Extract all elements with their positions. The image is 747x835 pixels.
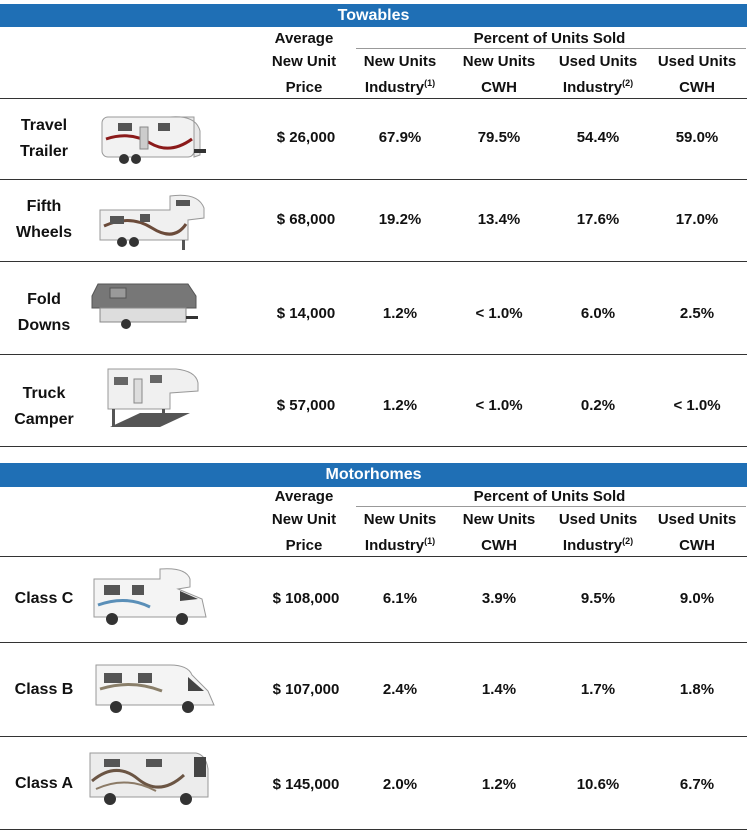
table-bottom-rule <box>0 829 747 830</box>
motorhomes-header-rule <box>0 556 747 557</box>
value-new-cwh: 79.5% <box>477 129 521 146</box>
percent-header-rule <box>356 506 746 507</box>
value-used-cwh: 6.7% <box>679 776 715 793</box>
value-used-cwh: < 1.0% <box>673 397 721 414</box>
value-new-cwh: 1.2% <box>481 776 517 793</box>
row-divider <box>0 261 747 262</box>
price-header-line1: Average <box>274 488 334 505</box>
towables-banner: Towables <box>0 4 747 27</box>
towables-header-rule <box>0 98 747 99</box>
towables-header: Average New Unit Price Percent of Units … <box>0 27 747 99</box>
col-used-cwh-l2: CWH <box>679 79 715 96</box>
value-new-industry: 19.2% <box>378 211 422 228</box>
percent-header-rule <box>356 48 746 49</box>
col-new-industry-l1: New Units <box>363 53 437 70</box>
table-row: Class C $ 108,000 6.1% 3.9% 9.5% 9.0% <box>0 557 747 641</box>
value-used-industry: 54.4% <box>576 129 620 146</box>
fifth-wheel-image <box>99 194 205 250</box>
col-used-industry-l2: Industry(2) <box>562 536 634 554</box>
percent-header: Percent of Units Sold <box>473 30 626 47</box>
table-row: Class B $ 107,000 2.4% 1.4% 1.7% 1.8% <box>0 643 747 736</box>
col-used-industry-l1: Used Units <box>558 53 638 70</box>
motorhomes-banner: Motorhomes <box>0 463 747 487</box>
value-new-cwh: 13.4% <box>477 211 521 228</box>
value-used-industry: 6.0% <box>580 305 616 322</box>
col-new-industry-l1: New Units <box>363 511 437 528</box>
value-new-industry: 2.0% <box>382 776 418 793</box>
row-name: Fifth Wheels <box>15 198 72 241</box>
value-used-industry: 1.7% <box>580 681 616 698</box>
avg-price: $ 57,000 <box>276 397 336 414</box>
motorhomes-header: Average New Unit Price Percent of Units … <box>0 487 747 557</box>
row-divider <box>0 179 747 180</box>
row-name: Truck Camper <box>14 385 74 428</box>
table-row: Fifth Wheels $ 68,000 19.2% 13.4% 17.6% 1… <box>0 180 747 260</box>
class-b-image <box>95 664 215 713</box>
value-new-industry: 2.4% <box>382 681 418 698</box>
value-used-cwh: 2.5% <box>679 305 715 322</box>
row-divider <box>0 642 747 643</box>
col-used-cwh-l2: CWH <box>679 537 715 554</box>
section-end-rule <box>0 446 747 447</box>
value-used-cwh: 59.0% <box>675 129 719 146</box>
class-a-image <box>89 752 209 805</box>
value-used-industry: 0.2% <box>580 397 616 414</box>
value-new-industry: 1.2% <box>382 397 418 414</box>
table-row: Truck Camper $ 57,000 1.2% < 1.0% 0.2% < … <box>0 355 747 445</box>
truck-camper-image <box>107 368 199 427</box>
row-divider <box>0 736 747 737</box>
col-used-cwh-l1: Used Units <box>657 53 737 70</box>
table-row: Class A $ 145,000 2.0% 1.2% 10.6% 6.7% <box>0 737 747 829</box>
col-new-cwh-l2: CWH <box>481 537 517 554</box>
towables-title: Towables <box>337 7 410 24</box>
motorhomes-title: Motorhomes <box>325 466 422 483</box>
value-used-cwh: 17.0% <box>675 211 719 228</box>
price-header-line3: Price <box>285 79 323 96</box>
row-name: Class C <box>14 590 74 607</box>
value-new-cwh: 3.9% <box>481 590 517 607</box>
value-new-industry: 1.2% <box>382 305 418 322</box>
row-divider <box>0 354 747 355</box>
table-row: Travel Trailer $ 26,000 67.9% 79.5% 54.4%… <box>0 99 747 179</box>
value-new-cwh: < 1.0% <box>475 305 523 322</box>
avg-price: $ 14,000 <box>276 305 336 322</box>
col-new-cwh-l1: New Units <box>462 511 536 528</box>
table-row: Fold Downs $ 14,000 1.2% < 1.0% 6.0% 2.5% <box>0 262 747 354</box>
value-new-industry: 67.9% <box>378 129 422 146</box>
value-used-cwh: 1.8% <box>679 681 715 698</box>
value-used-industry: 10.6% <box>576 776 620 793</box>
avg-price: $ 108,000 <box>272 590 340 607</box>
row-name: Fold Downs <box>17 291 71 334</box>
col-new-cwh-l2: CWH <box>481 79 517 96</box>
price-header-line1: Average <box>274 30 334 47</box>
price-header-line3: Price <box>285 537 323 554</box>
value-new-industry: 6.1% <box>382 590 418 607</box>
price-header-line2: New Unit <box>271 511 337 528</box>
col-new-industry-l2: Industry(1) <box>364 78 436 96</box>
price-header-line2: New Unit <box>271 53 337 70</box>
avg-price: $ 68,000 <box>276 211 336 228</box>
col-used-industry-l1: Used Units <box>558 511 638 528</box>
avg-price: $ 107,000 <box>272 681 340 698</box>
value-used-cwh: 9.0% <box>679 590 715 607</box>
col-used-cwh-l1: Used Units <box>657 511 737 528</box>
avg-price: $ 26,000 <box>276 129 336 146</box>
value-used-industry: 9.5% <box>580 590 616 607</box>
value-new-cwh: < 1.0% <box>475 397 523 414</box>
row-name: Class B <box>14 681 74 698</box>
row-name: Class A <box>14 775 74 792</box>
value-new-cwh: 1.4% <box>481 681 517 698</box>
col-used-industry-l2: Industry(2) <box>562 78 634 96</box>
value-used-industry: 17.6% <box>576 211 620 228</box>
col-new-cwh-l1: New Units <box>462 53 536 70</box>
row-name: Travel Trailer <box>19 117 69 160</box>
percent-header: Percent of Units Sold <box>473 488 626 505</box>
class-c-image <box>93 568 207 625</box>
avg-price: $ 145,000 <box>272 776 340 793</box>
travel-trailer-image <box>101 116 206 164</box>
fold-down-image <box>91 283 198 329</box>
col-new-industry-l2: Industry(1) <box>364 536 436 554</box>
